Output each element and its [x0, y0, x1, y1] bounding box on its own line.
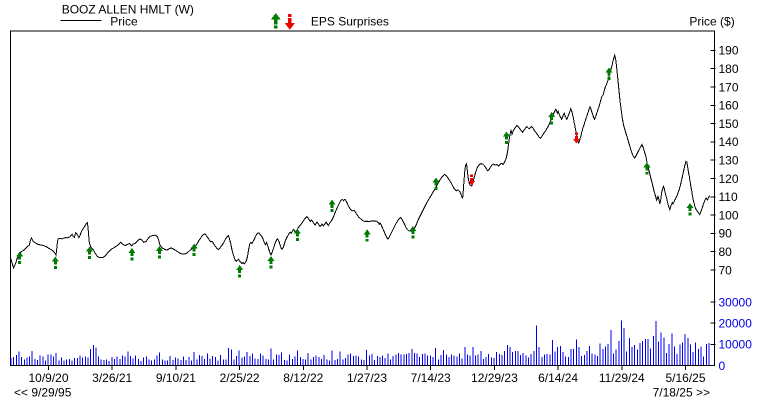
svg-text:7/14/23: 7/14/23	[411, 371, 451, 385]
svg-text:Price: Price	[110, 14, 138, 28]
svg-text:10/9/20: 10/9/20	[28, 371, 68, 385]
svg-text:1/27/23: 1/27/23	[347, 371, 387, 385]
svg-text:110: 110	[719, 190, 738, 204]
svg-text:150: 150	[719, 117, 739, 131]
svg-text:70: 70	[719, 263, 733, 277]
svg-text:2/25/22: 2/25/22	[220, 371, 260, 385]
svg-text:<< 9/29/95: << 9/29/95	[14, 386, 72, 400]
svg-text:180: 180	[719, 62, 739, 76]
svg-text:130: 130	[719, 154, 739, 168]
svg-text:100: 100	[719, 208, 739, 222]
svg-text:3/26/21: 3/26/21	[92, 371, 132, 385]
svg-text:170: 170	[719, 80, 739, 94]
svg-text:190: 190	[719, 44, 739, 58]
svg-text:20000: 20000	[719, 317, 753, 331]
svg-text:BOOZ ALLEN HMLT (W): BOOZ ALLEN HMLT (W)	[62, 3, 194, 17]
svg-text:30000: 30000	[719, 295, 753, 309]
svg-text:160: 160	[719, 99, 739, 113]
svg-text:EPS Surprises: EPS Surprises	[311, 14, 389, 28]
svg-text:9/10/21: 9/10/21	[156, 371, 196, 385]
svg-text:10000: 10000	[719, 338, 753, 352]
svg-text:0: 0	[719, 359, 726, 373]
svg-text:12/29/23: 12/29/23	[471, 371, 518, 385]
svg-text:8/12/22: 8/12/22	[283, 371, 323, 385]
svg-text:90: 90	[719, 227, 733, 241]
svg-text:7/18/25 >>: 7/18/25 >>	[653, 386, 710, 400]
svg-text:140: 140	[719, 135, 739, 149]
svg-text:5/16/25: 5/16/25	[665, 371, 705, 385]
svg-text:11/29/24: 11/29/24	[599, 371, 645, 385]
svg-text:80: 80	[719, 245, 733, 259]
svg-text:120: 120	[719, 172, 739, 186]
svg-text:6/14/24: 6/14/24	[538, 371, 578, 385]
svg-text:Price ($): Price ($)	[689, 14, 734, 28]
